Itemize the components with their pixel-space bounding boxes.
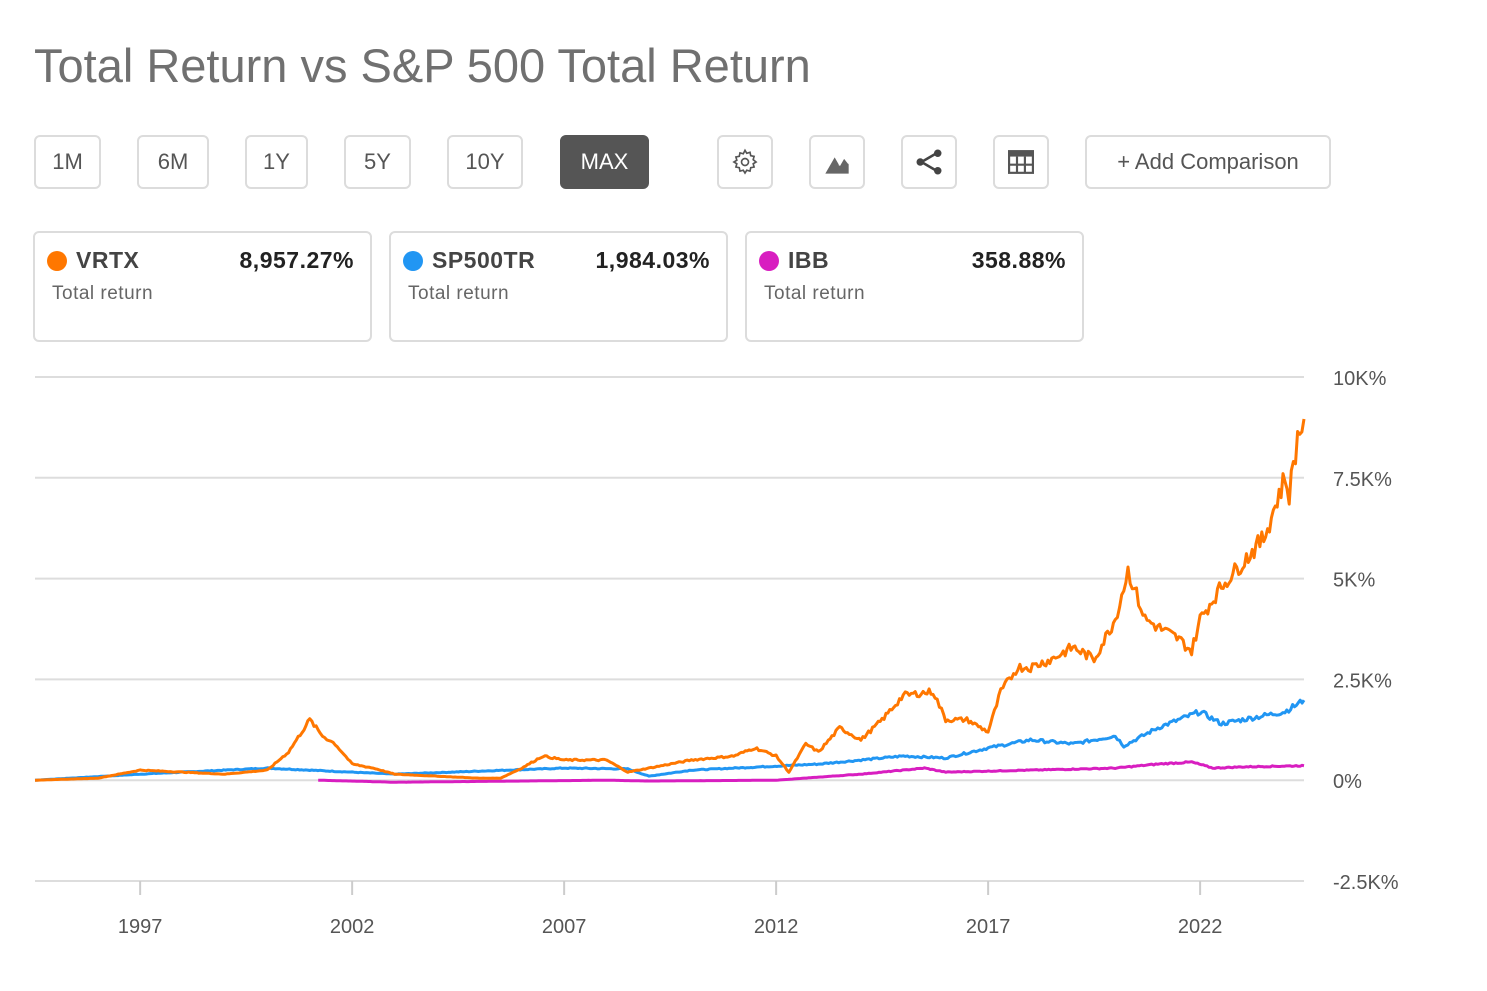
share-icon [916, 149, 942, 175]
total-return-chart[interactable]: 10K% 7.5K% 5K% 2.5K% 0% -2.5K% 1997 2002 2007 201… [0, 360, 1487, 991]
series-symbol: IBB [788, 247, 830, 273]
series-value: 8,957.27% [239, 247, 354, 273]
range-5y-button[interactable]: 5Y [344, 135, 411, 189]
y-tick-label: 0% [1333, 771, 1362, 793]
series-color-dot [403, 251, 423, 271]
series-value: 1,984.03% [595, 247, 710, 273]
share-button[interactable] [901, 135, 957, 189]
table-view-button[interactable] [993, 135, 1049, 189]
x-tick-label: 2017 [966, 916, 1011, 938]
chart-type-button[interactable] [809, 135, 865, 189]
series-color-dot [759, 251, 779, 271]
series-label: Total return [52, 283, 154, 304]
y-tick-label: 7.5K% [1333, 469, 1392, 491]
x-tick-label: 2007 [542, 916, 587, 938]
range-10y-button[interactable]: 10Y [447, 135, 523, 189]
series-symbol: SP500TR [432, 247, 536, 273]
series-label: Total return [408, 283, 510, 304]
range-1y-button[interactable]: 1Y [245, 135, 308, 189]
x-tick-label: 2022 [1178, 916, 1223, 938]
settings-button[interactable] [717, 135, 773, 189]
table-icon [1008, 150, 1034, 174]
add-comparison-button[interactable]: + Add Comparison [1085, 135, 1331, 189]
x-tick-label: 2002 [330, 916, 375, 938]
gear-icon [732, 148, 758, 175]
series-value: 358.88% [971, 247, 1066, 273]
series-line-sp500tr [34, 698, 1306, 782]
range-1m-button[interactable]: 1M [34, 135, 101, 189]
series-color-dot [47, 251, 67, 271]
y-tick-label: 2.5K% [1333, 670, 1392, 692]
area-chart-icon [825, 155, 850, 174]
series-line-ibb [318, 760, 1305, 784]
legend-card-ibb[interactable]: IBB 358.88% Total return [745, 231, 1084, 342]
y-tick-label: 5K% [1333, 570, 1375, 592]
series-symbol: VRTX [76, 247, 140, 273]
x-tick-label: 2012 [754, 916, 799, 938]
y-tick-label: 10K% [1333, 368, 1387, 390]
legend-card-vrtx[interactable]: VRTX 8,957.27% Total return [33, 231, 372, 342]
series-line-vrtx [35, 418, 1306, 782]
range-max-button[interactable]: MAX [560, 135, 649, 189]
range-6m-button[interactable]: 6M [137, 135, 209, 189]
series-label: Total return [764, 283, 866, 304]
x-tick-label: 1997 [118, 916, 163, 938]
legend-card-sp500tr[interactable]: SP500TR 1,984.03% Total return [389, 231, 728, 342]
y-tick-label: -2.5K% [1333, 872, 1399, 894]
page-title: Total Return vs S&P 500 Total Return [34, 39, 811, 92]
